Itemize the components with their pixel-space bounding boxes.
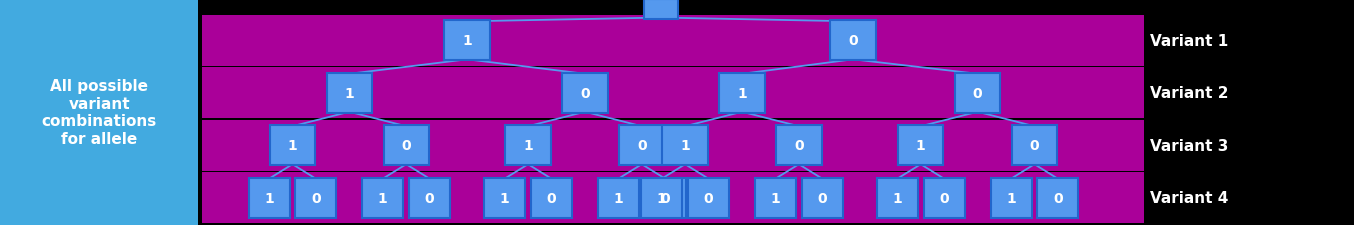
FancyBboxPatch shape	[645, 178, 685, 218]
FancyBboxPatch shape	[202, 16, 1144, 66]
FancyBboxPatch shape	[802, 178, 842, 218]
Text: 0: 0	[661, 191, 670, 205]
FancyBboxPatch shape	[531, 178, 571, 218]
Text: 0: 0	[848, 34, 858, 48]
FancyBboxPatch shape	[0, 0, 199, 225]
Text: 0: 0	[311, 191, 321, 205]
FancyBboxPatch shape	[1011, 126, 1057, 165]
FancyBboxPatch shape	[643, 0, 678, 19]
FancyBboxPatch shape	[485, 178, 525, 218]
Text: 1: 1	[344, 86, 355, 100]
FancyBboxPatch shape	[688, 178, 728, 218]
Text: Variant 2: Variant 2	[1150, 86, 1228, 101]
FancyBboxPatch shape	[505, 126, 551, 165]
FancyBboxPatch shape	[898, 126, 944, 165]
FancyBboxPatch shape	[202, 120, 1144, 171]
FancyBboxPatch shape	[409, 178, 450, 218]
FancyBboxPatch shape	[1037, 178, 1078, 218]
FancyBboxPatch shape	[662, 126, 708, 165]
Text: 0: 0	[1029, 139, 1040, 153]
FancyBboxPatch shape	[719, 73, 765, 113]
Text: 0: 0	[1053, 191, 1063, 205]
Text: 0: 0	[972, 86, 983, 100]
FancyBboxPatch shape	[991, 178, 1032, 218]
Text: 1: 1	[892, 191, 902, 205]
Text: 0: 0	[940, 191, 949, 205]
Text: 0: 0	[425, 191, 435, 205]
Text: 0: 0	[793, 139, 804, 153]
Text: 1: 1	[264, 191, 274, 205]
Text: 1: 1	[500, 191, 509, 205]
Text: 1: 1	[462, 34, 473, 48]
FancyBboxPatch shape	[598, 178, 639, 218]
Text: 0: 0	[636, 139, 647, 153]
FancyBboxPatch shape	[269, 126, 315, 165]
FancyBboxPatch shape	[295, 178, 336, 218]
Text: 0: 0	[704, 191, 714, 205]
Text: 1: 1	[680, 139, 691, 153]
Text: 1: 1	[737, 86, 747, 100]
Text: Variant 4: Variant 4	[1150, 190, 1228, 205]
FancyBboxPatch shape	[619, 126, 665, 165]
FancyBboxPatch shape	[202, 173, 1144, 223]
Text: Variant 3: Variant 3	[1150, 138, 1228, 153]
Text: 0: 0	[580, 86, 590, 100]
FancyBboxPatch shape	[383, 126, 429, 165]
Text: 1: 1	[378, 191, 387, 205]
Text: 0: 0	[401, 139, 412, 153]
FancyBboxPatch shape	[923, 178, 964, 218]
Text: 1: 1	[770, 191, 780, 205]
Text: 1: 1	[523, 139, 533, 153]
FancyBboxPatch shape	[202, 68, 1144, 119]
FancyBboxPatch shape	[955, 73, 1001, 113]
Text: 1: 1	[613, 191, 623, 205]
FancyBboxPatch shape	[877, 178, 918, 218]
FancyBboxPatch shape	[756, 178, 796, 218]
Text: 0: 0	[818, 191, 827, 205]
Text: 1: 1	[287, 139, 298, 153]
Text: 1: 1	[657, 191, 666, 205]
Text: Variant 1: Variant 1	[1150, 34, 1228, 49]
Text: 1: 1	[915, 139, 926, 153]
FancyBboxPatch shape	[776, 126, 822, 165]
Text: 0: 0	[547, 191, 556, 205]
FancyBboxPatch shape	[444, 21, 490, 61]
FancyBboxPatch shape	[326, 73, 372, 113]
FancyBboxPatch shape	[642, 178, 682, 218]
Text: All possible
variant
combinations
for allele: All possible variant combinations for al…	[42, 79, 157, 146]
Text: 1: 1	[1006, 191, 1016, 205]
FancyBboxPatch shape	[830, 21, 876, 61]
FancyBboxPatch shape	[249, 178, 290, 218]
FancyBboxPatch shape	[363, 178, 403, 218]
FancyBboxPatch shape	[562, 73, 608, 113]
